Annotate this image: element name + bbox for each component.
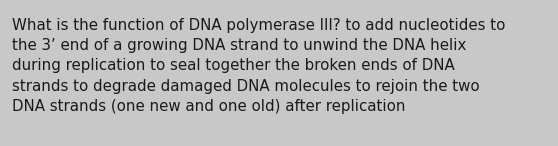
Text: What is the function of DNA polymerase III? to add nucleotides to
the 3’ end of : What is the function of DNA polymerase I…	[12, 18, 506, 114]
